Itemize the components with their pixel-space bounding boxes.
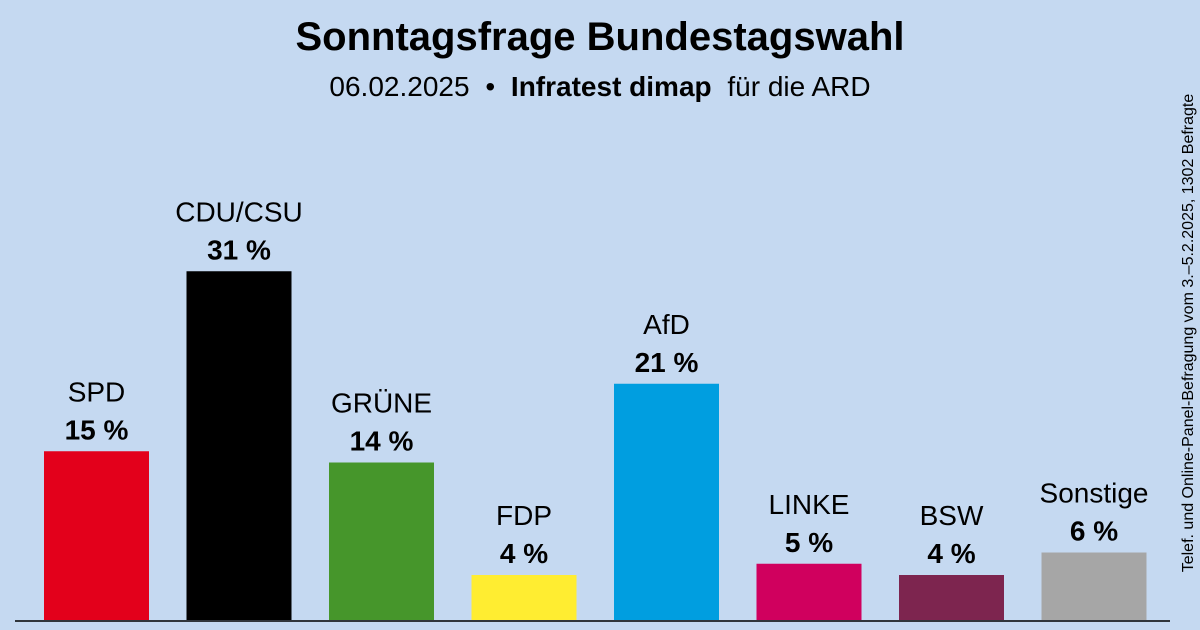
subtitle-date: 06.02.2025 [329, 71, 469, 102]
bar-gr-ne [329, 462, 434, 620]
category-label-sonstige: Sonstige [1040, 478, 1149, 509]
subtitle-institute: Infratest dimap [511, 71, 712, 102]
category-label-bsw: BSW [920, 500, 984, 531]
category-label-fdp: FDP [496, 500, 552, 531]
bar-sonstige [1041, 552, 1147, 620]
bar-afd [614, 383, 719, 620]
bar-spd [44, 451, 149, 620]
bar-cdu-csu [186, 271, 292, 620]
chart-subtitle: 06.02.2025 • Infratest dimap für die ARD [329, 71, 870, 102]
category-label-gr-ne: GRÜNE [331, 388, 432, 419]
value-label-bsw: 4 % [927, 538, 975, 569]
value-label-spd: 15 % [65, 414, 129, 445]
category-label-spd: SPD [68, 376, 126, 407]
category-label-linke: LINKE [769, 489, 850, 520]
bar-linke [756, 563, 862, 620]
bars-group: 15 % SPD 31 % CDU/CSU 14 % GRÜNE 4 % FDP 21 % AfD… [44, 196, 1148, 620]
value-label-gr-ne: 14 % [350, 426, 414, 457]
value-label-linke: 5 % [785, 527, 833, 558]
category-label-afd: AfD [643, 309, 690, 340]
subtitle-separator: • [485, 71, 495, 102]
category-label-cdu-csu: CDU/CSU [175, 196, 303, 227]
bar-bsw [899, 575, 1004, 620]
chart-title: Sonntagsfrage Bundestagswahl [296, 15, 905, 59]
value-label-afd: 21 % [635, 347, 699, 378]
value-label-cdu-csu: 31 % [207, 234, 271, 265]
value-label-fdp: 4 % [500, 538, 548, 569]
survey-note: Telef. und Online-Panel-Befragung vom 3.… [1180, 94, 1197, 573]
subtitle-suffix: für die ARD [727, 71, 870, 102]
bar-fdp [471, 575, 577, 620]
value-label-sonstige: 6 % [1070, 516, 1118, 547]
